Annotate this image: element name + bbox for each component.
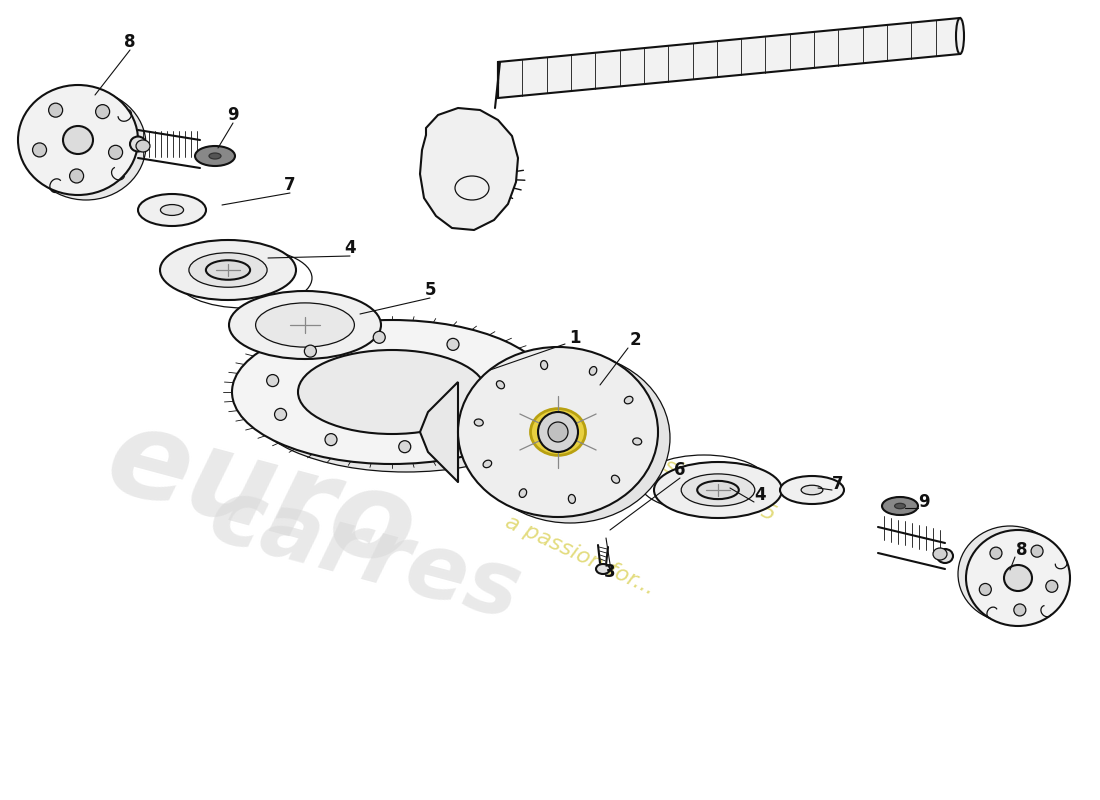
Text: since 1985: since 1985 (661, 455, 779, 525)
Text: 2: 2 (629, 331, 641, 349)
Circle shape (109, 146, 122, 159)
Ellipse shape (206, 260, 250, 280)
Ellipse shape (612, 475, 619, 483)
Ellipse shape (937, 549, 953, 563)
Text: 7: 7 (284, 176, 296, 194)
Ellipse shape (195, 146, 235, 166)
Ellipse shape (1004, 565, 1032, 591)
Ellipse shape (458, 347, 658, 517)
Circle shape (538, 412, 578, 452)
Circle shape (505, 398, 517, 410)
Circle shape (373, 331, 385, 343)
Ellipse shape (298, 350, 486, 434)
Ellipse shape (632, 438, 641, 445)
Ellipse shape (933, 548, 947, 560)
Ellipse shape (697, 481, 739, 499)
Circle shape (48, 103, 63, 117)
Circle shape (305, 345, 317, 357)
Ellipse shape (540, 361, 548, 370)
Ellipse shape (882, 497, 918, 515)
Ellipse shape (681, 474, 755, 506)
Ellipse shape (625, 396, 632, 404)
Ellipse shape (596, 564, 611, 574)
Ellipse shape (894, 503, 905, 509)
Ellipse shape (232, 320, 552, 464)
Ellipse shape (530, 409, 585, 455)
Ellipse shape (161, 205, 184, 215)
Ellipse shape (483, 460, 492, 468)
Circle shape (1014, 604, 1026, 616)
Text: carres: carres (200, 471, 530, 638)
Text: 7: 7 (833, 475, 844, 493)
Text: 3: 3 (604, 563, 616, 581)
Ellipse shape (130, 137, 146, 151)
Text: 4: 4 (755, 486, 766, 504)
Ellipse shape (138, 194, 206, 226)
Ellipse shape (958, 526, 1062, 622)
Ellipse shape (780, 476, 844, 504)
Ellipse shape (136, 140, 150, 152)
Ellipse shape (590, 366, 597, 375)
Ellipse shape (209, 153, 221, 159)
Text: 9: 9 (918, 493, 930, 511)
Ellipse shape (474, 419, 483, 426)
Text: 5: 5 (425, 281, 436, 299)
Ellipse shape (229, 291, 381, 359)
Text: 8: 8 (1016, 541, 1027, 559)
Circle shape (266, 374, 278, 386)
Ellipse shape (569, 494, 575, 503)
Circle shape (69, 169, 84, 183)
Ellipse shape (496, 381, 505, 389)
Circle shape (33, 143, 46, 157)
Circle shape (468, 427, 480, 439)
Ellipse shape (63, 126, 94, 154)
Ellipse shape (519, 489, 527, 498)
Circle shape (96, 105, 110, 118)
Text: a passion for...: a passion for... (502, 511, 658, 598)
Text: 4: 4 (344, 239, 355, 257)
Ellipse shape (160, 240, 296, 300)
Circle shape (399, 441, 410, 453)
Text: 9: 9 (228, 106, 239, 124)
Ellipse shape (246, 328, 566, 472)
Circle shape (497, 364, 509, 376)
Ellipse shape (470, 353, 670, 523)
Circle shape (1046, 580, 1058, 592)
Ellipse shape (26, 90, 146, 200)
Circle shape (275, 408, 286, 420)
Ellipse shape (189, 253, 267, 287)
Text: euro: euro (95, 398, 429, 592)
Polygon shape (420, 382, 458, 482)
Text: 8: 8 (124, 33, 135, 51)
Circle shape (447, 338, 459, 350)
Circle shape (990, 547, 1002, 559)
Circle shape (548, 422, 568, 442)
Polygon shape (498, 18, 960, 98)
Ellipse shape (255, 303, 354, 347)
Circle shape (324, 434, 337, 446)
Ellipse shape (956, 18, 964, 54)
Text: 6: 6 (674, 461, 685, 479)
Ellipse shape (801, 486, 823, 494)
Ellipse shape (966, 530, 1070, 626)
Ellipse shape (18, 85, 138, 195)
Circle shape (979, 583, 991, 595)
Ellipse shape (654, 462, 782, 518)
Circle shape (1031, 545, 1043, 557)
Polygon shape (420, 108, 518, 230)
Text: 1: 1 (570, 329, 581, 347)
